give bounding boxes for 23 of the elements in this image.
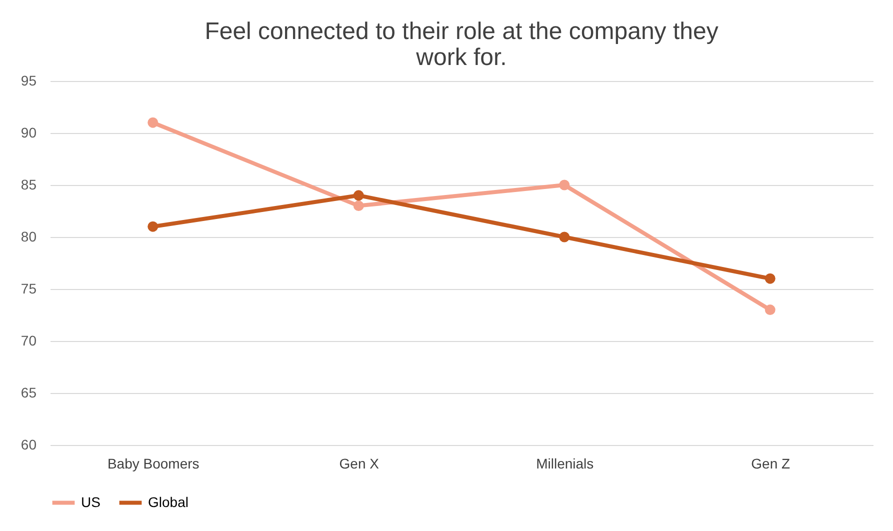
y-tick-label: 75 (20, 280, 37, 296)
point (148, 117, 158, 128)
x-tick-label: Millenials (536, 456, 594, 472)
legend-label: US (81, 494, 100, 510)
y-tick-label: 65 (20, 384, 37, 400)
point (559, 232, 570, 242)
y-tick-label: 70 (20, 332, 37, 348)
point (353, 200, 364, 212)
point (148, 221, 158, 232)
point (764, 273, 776, 284)
point (353, 190, 364, 201)
y-tick-label: 80 (20, 228, 37, 244)
point (764, 304, 776, 316)
y-tick-label: 90 (20, 124, 37, 140)
y-tick-label: 95 (20, 72, 37, 88)
point (559, 180, 570, 190)
chart-title: Feel connected to their role at the company they work for. (204, 18, 718, 71)
legend-label: Global (148, 494, 188, 510)
y-tick-label: 60 (20, 436, 37, 452)
x-tick-label: Gen Z (751, 456, 791, 472)
y-tick-label: 85 (20, 176, 37, 192)
x-tick-label: Gen X (339, 456, 380, 472)
x-tick-label: Baby Boomers (107, 456, 200, 472)
